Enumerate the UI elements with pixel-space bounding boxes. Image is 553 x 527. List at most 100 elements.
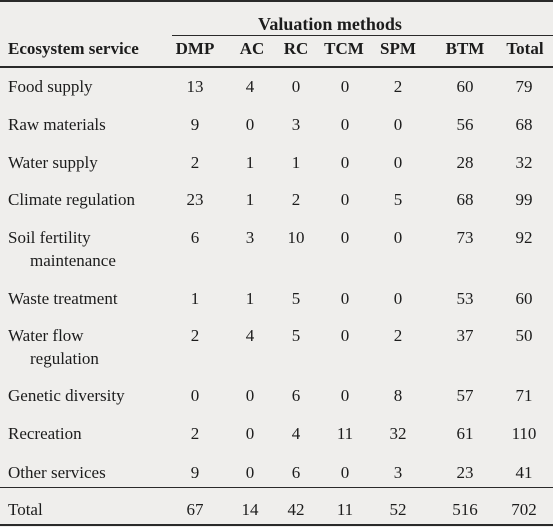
value-cell: 3 xyxy=(245,228,255,247)
value-cell: 0 xyxy=(340,77,350,96)
value-cell: 9 xyxy=(190,115,200,134)
total-top-rule xyxy=(0,487,553,488)
value-cell: 0 xyxy=(245,386,255,405)
value-cell: 0 xyxy=(340,228,350,247)
service-name: maintenance xyxy=(30,251,116,270)
value-cell: 2 xyxy=(190,326,200,345)
value-cell: 11 xyxy=(336,500,354,519)
value-cell: 2 xyxy=(190,424,200,443)
column-header-rc: RC xyxy=(283,39,309,58)
value-cell: 37 xyxy=(456,326,474,345)
service-name: regulation xyxy=(30,349,99,368)
value-cell: 73 xyxy=(456,228,474,247)
value-cell: 14 xyxy=(241,500,259,519)
value-cell: 41 xyxy=(515,463,533,482)
header-bottom-rule xyxy=(0,66,553,68)
value-cell: 60 xyxy=(456,77,474,96)
column-header-ac: AC xyxy=(239,39,265,58)
value-cell: 99 xyxy=(515,190,533,209)
value-cell: 0 xyxy=(190,386,200,405)
value-cell: 6 xyxy=(291,463,301,482)
value-cell: 68 xyxy=(456,190,474,209)
value-cell: 11 xyxy=(336,424,354,443)
value-cell: 6 xyxy=(190,228,200,247)
value-cell: 1 xyxy=(245,153,255,172)
value-cell: 2 xyxy=(190,153,200,172)
value-cell: 3 xyxy=(393,463,403,482)
value-cell: 60 xyxy=(515,289,533,308)
group-header-rule xyxy=(172,35,553,36)
value-cell: 5 xyxy=(291,326,301,345)
value-cell: 1 xyxy=(245,190,255,209)
value-cell: 4 xyxy=(291,424,301,443)
value-cell: 5 xyxy=(393,190,403,209)
value-cell: 0 xyxy=(393,153,403,172)
value-cell: 10 xyxy=(287,228,305,247)
service-name: Water flow xyxy=(8,326,84,345)
service-name: Water supply xyxy=(8,153,98,172)
service-name: Climate regulation xyxy=(8,190,135,209)
value-cell: 0 xyxy=(245,424,255,443)
value-cell: 5 xyxy=(291,289,301,308)
value-cell: 4 xyxy=(245,77,255,96)
value-cell: 110 xyxy=(511,424,537,443)
column-header-btm: BTM xyxy=(445,39,485,58)
value-cell: 53 xyxy=(456,289,474,308)
service-name: Genetic diversity xyxy=(8,386,125,405)
value-cell: 0 xyxy=(340,463,350,482)
column-header-total: Total xyxy=(506,39,544,58)
value-cell: 2 xyxy=(393,326,403,345)
value-cell: 0 xyxy=(393,228,403,247)
bottom-rule xyxy=(0,524,553,526)
value-cell: 0 xyxy=(340,190,350,209)
value-cell: 68 xyxy=(515,115,533,134)
value-cell: 57 xyxy=(456,386,474,405)
service-name: Waste treatment xyxy=(8,289,118,308)
column-header-ecosystem-service: Ecosystem service xyxy=(8,39,139,58)
value-cell: 0 xyxy=(245,463,255,482)
value-cell: 0 xyxy=(245,115,255,134)
value-cell: 92 xyxy=(515,228,533,247)
value-cell: 0 xyxy=(393,289,403,308)
value-cell: 28 xyxy=(456,153,474,172)
value-cell: 23 xyxy=(456,463,474,482)
value-cell: 67 xyxy=(186,500,204,519)
service-name: Total xyxy=(8,500,43,519)
group-header-valuation-methods: Valuation methods xyxy=(258,14,402,34)
value-cell: 61 xyxy=(456,424,474,443)
value-cell: 6 xyxy=(291,386,301,405)
value-cell: 32 xyxy=(515,153,533,172)
value-cell: 516 xyxy=(452,500,478,519)
service-name: Raw materials xyxy=(8,115,106,134)
column-header-dmp: DMP xyxy=(175,39,215,58)
column-header-spm: SPM xyxy=(380,39,416,58)
value-cell: 50 xyxy=(515,326,533,345)
value-cell: 13 xyxy=(186,77,204,96)
top-rule xyxy=(0,0,553,2)
value-cell: 9 xyxy=(190,463,200,482)
value-cell: 3 xyxy=(291,115,301,134)
value-cell: 0 xyxy=(393,115,403,134)
value-cell: 23 xyxy=(186,190,204,209)
value-cell: 1 xyxy=(291,153,301,172)
column-header-tcm: TCM xyxy=(324,39,364,58)
value-cell: 52 xyxy=(389,500,407,519)
service-name: Soil fertility xyxy=(8,228,91,247)
value-cell: 0 xyxy=(340,326,350,345)
value-cell: 0 xyxy=(340,153,350,172)
value-cell: 0 xyxy=(340,289,350,308)
value-cell: 56 xyxy=(456,115,474,134)
service-name: Other services xyxy=(8,463,106,482)
value-cell: 702 xyxy=(511,500,537,519)
service-name: Recreation xyxy=(8,424,82,443)
value-cell: 32 xyxy=(389,424,407,443)
service-name: Food supply xyxy=(8,77,93,96)
value-cell: 2 xyxy=(291,190,301,209)
value-cell: 71 xyxy=(515,386,533,405)
value-cell: 42 xyxy=(287,500,305,519)
value-cell: 0 xyxy=(340,115,350,134)
value-cell: 0 xyxy=(340,386,350,405)
value-cell: 2 xyxy=(393,77,403,96)
value-cell: 4 xyxy=(245,326,255,345)
value-cell: 1 xyxy=(190,289,200,308)
